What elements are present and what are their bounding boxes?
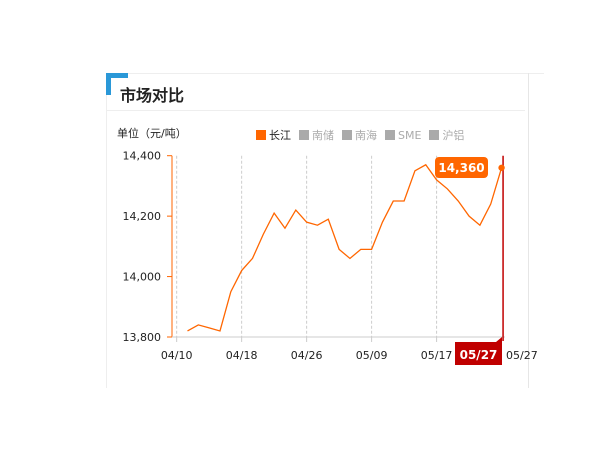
y-tick-label: 14,200 — [123, 210, 162, 223]
legend-label: 沪铝 — [442, 129, 465, 142]
legend-swatch-icon — [342, 130, 352, 140]
legend-item[interactable]: 南海 — [342, 127, 377, 143]
legend: 长江 南储 南海 SME 沪铝 — [256, 127, 464, 143]
legend-label: SME — [398, 128, 422, 142]
legend-label: 南储 — [312, 129, 334, 142]
y-tick-label: 14,400 — [123, 150, 162, 163]
unit-label: 单位（元/吨） — [117, 127, 187, 140]
legend-swatch-icon — [429, 130, 440, 140]
legend-item[interactable]: 长江 — [256, 127, 291, 143]
value-tooltip — [435, 157, 488, 178]
panel-border — [106, 73, 107, 388]
y-tick-label: 14,000 — [123, 271, 162, 284]
y-tick-label: 13,800 — [123, 331, 162, 344]
legend-label: 南海 — [355, 129, 377, 142]
x-tick-label: 04/26 — [291, 349, 323, 362]
value-tooltip-text: 14,360 — [438, 161, 484, 175]
x-tick-label: 05/09 — [356, 349, 388, 362]
panel-border — [528, 73, 529, 388]
panel-border — [106, 73, 544, 74]
legend-item[interactable]: 南储 — [299, 127, 334, 143]
highlight-point — [498, 164, 505, 171]
legend-swatch-icon — [256, 130, 266, 140]
series-line-changjiang — [187, 163, 503, 332]
legend-item[interactable]: SME — [385, 127, 421, 143]
title-accent — [106, 73, 111, 95]
date-tooltip-text: 05/27 — [460, 348, 498, 362]
legend-swatch-icon — [299, 130, 309, 140]
title-accent — [106, 73, 128, 78]
legend-item[interactable]: 沪铝 — [429, 127, 464, 143]
x-tick-label: 05/27 — [506, 349, 538, 362]
panel-title: 市场对比 — [120, 86, 185, 105]
legend-label: 长江 — [269, 129, 291, 142]
date-tooltip — [455, 337, 502, 365]
x-tick-label: 04/10 — [161, 349, 193, 362]
x-tick-label: 05/17 — [421, 349, 453, 362]
divider — [107, 110, 525, 111]
legend-swatch-icon — [385, 130, 395, 140]
x-tick-label: 04/18 — [226, 349, 258, 362]
